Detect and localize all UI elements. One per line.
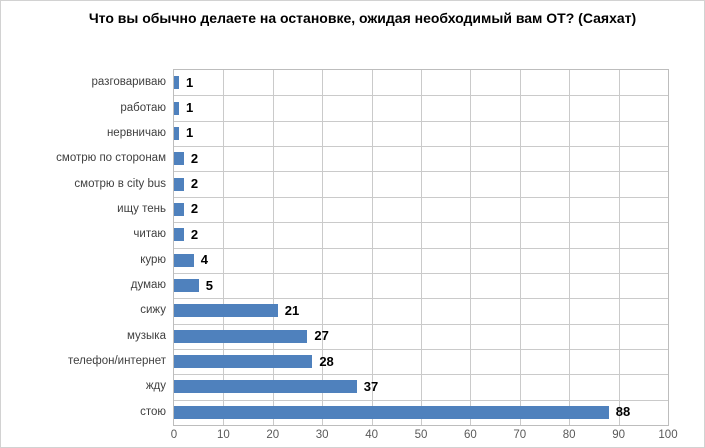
category-label: разговариваю	[91, 76, 166, 89]
data-label: 21	[284, 302, 300, 318]
category-label: музыка	[126, 329, 166, 342]
x-tick-label: 50	[414, 429, 428, 441]
bar-нервничаю	[174, 126, 179, 140]
bar-курю	[174, 253, 194, 267]
data-label: 1	[185, 125, 194, 141]
category-label: стою	[140, 405, 166, 418]
category-label: смотрю в city bus	[74, 177, 166, 190]
data-label: 2	[190, 150, 199, 166]
horizontal-gridline	[174, 95, 668, 97]
x-tick-label: 0	[170, 429, 178, 441]
category-axis: разговариваю работаю нервничаю смотрю по ст…	[1, 69, 166, 426]
bar-ищу тень	[174, 202, 184, 216]
horizontal-gridline	[174, 348, 668, 350]
category-label: думаю	[130, 279, 166, 292]
category-label: ищу тень	[117, 202, 166, 215]
horizontal-gridline	[174, 196, 668, 198]
category-label: сижу	[140, 304, 166, 317]
category-label: телефон/интернет	[68, 355, 166, 368]
bar-читаю	[174, 228, 184, 242]
data-label: 1	[185, 100, 194, 116]
x-tick-label: 80	[562, 429, 576, 441]
x-tick-label: 30	[315, 429, 329, 441]
data-label: 5	[205, 277, 213, 293]
bar-сижу	[174, 304, 278, 318]
x-tick-label: 40	[365, 429, 378, 441]
data-label: 28	[319, 353, 334, 369]
data-label: 1	[185, 74, 194, 90]
bar-разговариваю	[174, 76, 179, 90]
horizontal-gridline	[174, 298, 668, 300]
horizontal-gridline	[174, 222, 668, 224]
x-tick-label: 90	[612, 429, 625, 441]
category-label: жду	[145, 380, 166, 393]
plot-area: 1 1 1 2 2 2 2 4 5 21 27 28 37 88	[173, 69, 669, 426]
bar-смотрю по сторонам	[174, 152, 184, 166]
horizontal-gridline	[174, 323, 668, 325]
horizontal-gridline	[174, 171, 668, 173]
bar-стою	[174, 405, 609, 419]
x-tick-label: 100	[658, 429, 678, 441]
horizontal-gridline	[174, 146, 668, 148]
category-label: курю	[140, 253, 166, 266]
bar-телефон/интернет	[174, 355, 313, 369]
data-label: 2	[190, 226, 199, 242]
category-label: работаю	[120, 101, 166, 114]
data-label: 88	[615, 404, 631, 420]
x-tick-label: 70	[513, 429, 527, 441]
x-tick-label: 20	[266, 429, 280, 441]
horizontal-gridline	[174, 247, 668, 249]
data-label: 37	[363, 378, 379, 394]
bar-смотрю в city bus	[174, 177, 184, 191]
bar-думаю	[174, 279, 199, 293]
data-label: 27	[314, 328, 329, 344]
data-label: 2	[190, 176, 199, 192]
horizontal-gridline	[174, 374, 668, 376]
bar-работаю	[174, 101, 179, 115]
x-tick-label: 10	[216, 429, 230, 441]
data-label: 2	[190, 201, 199, 217]
horizontal-gridline	[174, 120, 668, 122]
category-label: смотрю по сторонам	[56, 152, 166, 165]
horizontal-gridline	[174, 399, 668, 401]
category-label: читаю	[133, 228, 166, 241]
bar-музыка	[174, 329, 308, 343]
x-tick-label: 60	[463, 429, 477, 441]
data-label: 4	[200, 252, 208, 268]
category-label: нервничаю	[106, 126, 166, 139]
horizontal-gridline	[174, 272, 668, 274]
chart-title: Что вы обычно делаете на остановке, ожид…	[88, 10, 637, 26]
bar-жду	[174, 380, 357, 394]
